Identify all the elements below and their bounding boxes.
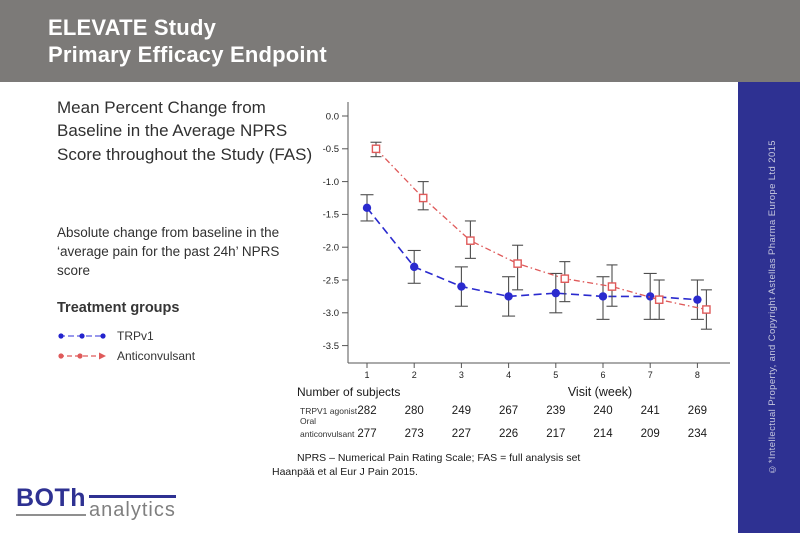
legend-row-anticonvulsant: Anticonvulsant — [57, 349, 195, 363]
both-analytics-logo: BOTh analytics — [16, 486, 176, 520]
chart-description-title: Mean Percent Change from Baseline in the… — [57, 98, 313, 164]
legend-label-trpv1: TRPv1 — [117, 329, 154, 343]
svg-text:-2.0: -2.0 — [323, 243, 339, 254]
chart-axes — [347, 102, 730, 364]
logo-primary-block: BOTh — [16, 484, 87, 516]
svg-text:1: 1 — [364, 370, 369, 380]
svg-text:-3.5: -3.5 — [323, 341, 339, 352]
svg-text:TRPV1 agonist: TRPV1 agonist — [300, 406, 358, 416]
svg-text:227: 227 — [452, 428, 471, 440]
logo-topline — [89, 495, 176, 498]
copyright-bar: ©*Intellectual Property, and Copyright A… — [738, 82, 800, 533]
svg-text:8: 8 — [695, 370, 700, 380]
legend-title: Treatment groups — [57, 300, 180, 316]
copyright-text: ©*Intellectual Property, and Copyright A… — [767, 140, 778, 475]
svg-text:267: 267 — [499, 405, 518, 417]
footnote-citation: Haanpää et al Eur J Pain 2015. — [272, 466, 418, 478]
logo-primary-text: BOTh — [16, 484, 87, 512]
slide-title-line2: Primary Efficacy Endpoint — [48, 41, 327, 67]
svg-text:217: 217 — [546, 428, 565, 440]
svg-text:273: 273 — [405, 428, 424, 440]
svg-text:277: 277 — [357, 428, 376, 440]
svg-text:-2.5: -2.5 — [323, 275, 339, 286]
series-line-TRPv1 — [366, 207, 698, 301]
x-axis-label: Visit (week) — [568, 385, 632, 399]
logo-secondary-text: analytics — [89, 499, 176, 521]
chart-description-subtitle: Absolute change from baseline in the ‘av… — [57, 225, 280, 278]
efficacy-chart: 0.0-0.5-1.0-1.5-2.0-2.5-3.0-3.51 2 3 4 5 6 7 8V… — [272, 102, 730, 478]
svg-text:-1.5: -1.5 — [323, 210, 339, 221]
series-markers-Anticonvulsant — [371, 144, 711, 314]
svg-text:2: 2 — [412, 370, 417, 380]
svg-text:209: 209 — [641, 428, 660, 440]
svg-text:234: 234 — [688, 428, 708, 440]
svg-text:280: 280 — [405, 405, 424, 417]
svg-text:6: 6 — [600, 370, 605, 380]
svg-text:214: 214 — [593, 428, 613, 440]
series-line-Anticonvulsant — [375, 148, 707, 311]
svg-text:Oral: Oral — [300, 416, 316, 426]
legend-row-trpv1: TRPv1 — [57, 329, 195, 343]
svg-text:-0.5: -0.5 — [323, 144, 339, 155]
svg-text:7: 7 — [648, 370, 653, 380]
anticonvulsant-line-sample-icon — [58, 352, 106, 360]
svg-text:239: 239 — [546, 405, 565, 417]
legend: TRPv1 Anticonvulsant — [57, 329, 195, 363]
subjects-row-1: Oral anticonvulsant 277 273 227 226 217 214 209 2… — [300, 416, 708, 440]
svg-text:-3.0: -3.0 — [323, 308, 339, 319]
svg-text:-1.0: -1.0 — [323, 177, 339, 188]
svg-text:anticonvulsant: anticonvulsant — [300, 429, 355, 439]
svg-text:241: 241 — [641, 405, 660, 417]
subjects-row-0: TRPV1 agonist 282 280 249 267 239 240 241 269 — [300, 405, 707, 417]
legend-label-anticonvulsant: Anticonvulsant — [117, 349, 196, 363]
y-axis-ticks: 0.0 -0.5 -1.0 -1.5 -2.0 -2.5 -3.0 -3.5 — [323, 111, 348, 352]
slide-header: ELEVATE Study Primary Efficacy Endpoint — [0, 0, 800, 82]
svg-text:3: 3 — [459, 370, 464, 380]
footnote-nprs: NPRS – Numerical Pain Rating Scale; FAS … — [297, 452, 580, 464]
svg-text:4: 4 — [506, 370, 511, 380]
error-bars-TRPv1 — [360, 194, 704, 320]
svg-text:0.0: 0.0 — [326, 111, 339, 122]
subjects-table-title: Number of subjects — [297, 385, 400, 399]
svg-text:249: 249 — [452, 405, 471, 417]
logo-underline — [16, 514, 87, 516]
svg-text:240: 240 — [593, 405, 612, 417]
svg-text:226: 226 — [499, 428, 518, 440]
svg-text:269: 269 — [688, 405, 707, 417]
logo-secondary-block: analytics — [89, 495, 176, 520]
slide-title-line1: ELEVATE Study — [48, 15, 217, 40]
trpv1-line-sample-icon — [58, 333, 106, 339]
svg-text:5: 5 — [553, 370, 558, 380]
svg-text:282: 282 — [357, 405, 376, 417]
series-markers-TRPv1 — [362, 203, 702, 304]
x-axis-ticks: 1 2 3 4 5 6 7 8 — [364, 363, 700, 380]
